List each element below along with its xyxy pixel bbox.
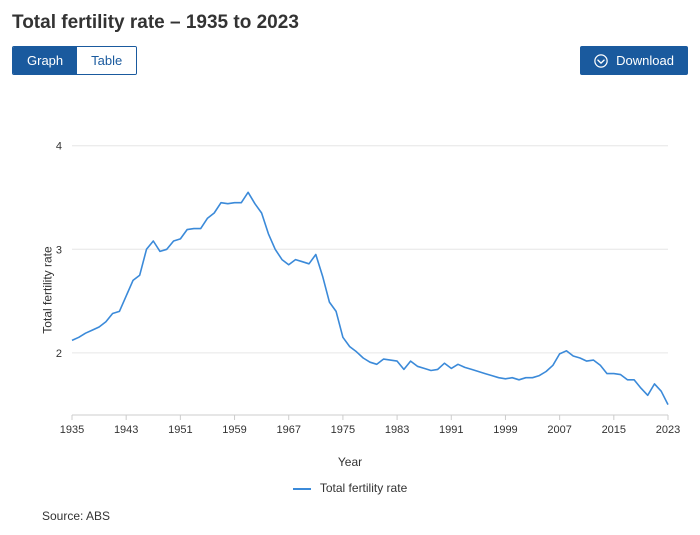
svg-text:4: 4 <box>56 141 62 153</box>
svg-text:1999: 1999 <box>493 424 517 436</box>
svg-text:3: 3 <box>56 244 62 256</box>
svg-text:2: 2 <box>56 348 62 360</box>
legend-series-label: Total fertility rate <box>320 481 407 495</box>
download-icon <box>594 54 608 68</box>
tab-table[interactable]: Table <box>77 47 136 74</box>
view-tabs: Graph Table <box>12 46 137 75</box>
svg-text:2007: 2007 <box>547 424 571 436</box>
chart-legend: Total fertility rate <box>12 481 688 495</box>
svg-text:1951: 1951 <box>168 424 192 436</box>
svg-text:1959: 1959 <box>222 424 246 436</box>
chart-title: Total fertility rate – 1935 to 2023 <box>12 12 688 34</box>
svg-text:2023: 2023 <box>656 424 680 436</box>
source-attribution: Source: ABS <box>42 509 688 523</box>
line-chart: 2 3 4 1935 1943 1951 1959 1967 1975 1983 1991 1999 2… <box>12 105 688 475</box>
controls-row: Graph Table Download <box>12 46 688 75</box>
download-button[interactable]: Download <box>580 46 688 75</box>
svg-text:1943: 1943 <box>114 424 138 436</box>
svg-text:1967: 1967 <box>276 424 300 436</box>
svg-text:2015: 2015 <box>602 424 626 436</box>
svg-text:1935: 1935 <box>60 424 84 436</box>
chart-container: Total fertility rate 2 3 4 1935 1943 1951 1959… <box>12 105 688 475</box>
y-axis-label: Total fertility rate <box>41 246 55 333</box>
legend-swatch <box>293 488 311 490</box>
svg-text:1983: 1983 <box>385 424 409 436</box>
tab-graph[interactable]: Graph <box>13 47 77 74</box>
download-label: Download <box>616 53 674 68</box>
svg-text:1975: 1975 <box>331 424 355 436</box>
svg-text:1991: 1991 <box>439 424 463 436</box>
